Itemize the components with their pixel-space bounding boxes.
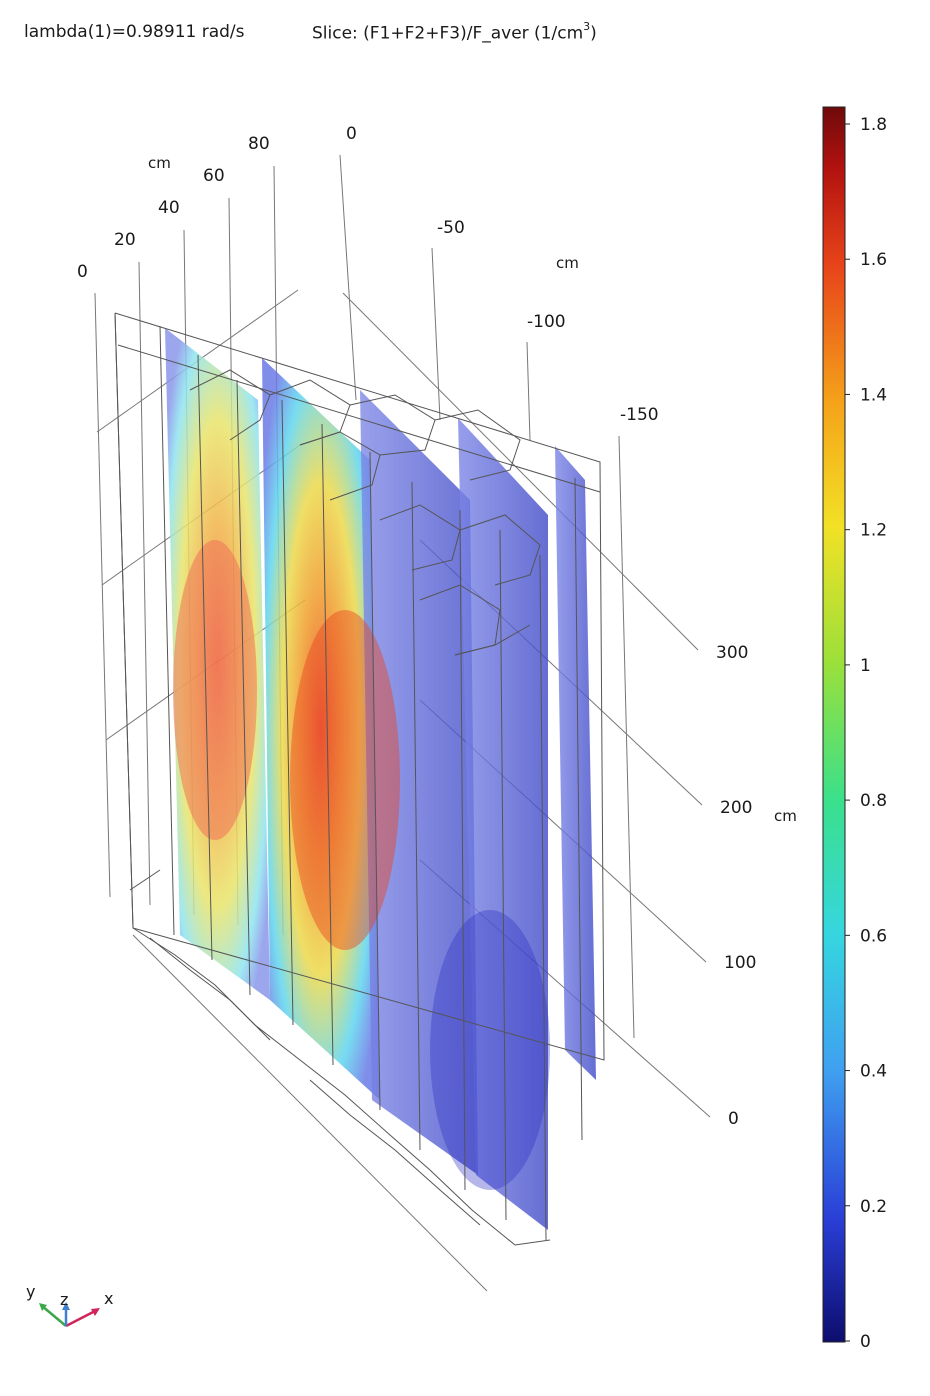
x-tick: 60 [203,166,225,186]
triad-x-arrow [65,1308,98,1328]
y-tick: -150 [620,405,659,425]
colorbar-tick-label: 1.6 [860,250,887,270]
coolspot-1 [430,910,550,1190]
colorbar-tick-label: 1 [860,656,871,676]
z-axis-unit: cm [774,807,797,825]
colorbar-tick-label: 1.4 [860,385,887,405]
slice-plane-5 [555,446,596,1080]
z-axis-ticks: 300 200 100 0 cm [716,643,797,1129]
z-tick: 0 [728,1109,739,1129]
colorbar-tick-label: 0 [860,1332,871,1352]
x-tick: 20 [114,230,136,250]
z-tick: 200 [720,798,752,818]
triad-x-label: x [104,1289,113,1308]
hotspot-1 [173,540,257,840]
hotspot-2 [290,610,400,950]
axis-triad: x y z [26,1282,113,1328]
y-tick: 0 [346,124,357,144]
colorbar-ticks: 1.8 1.6 1.4 1.2 1 0.8 0.6 0.4 0.2 0 [845,115,887,1352]
slice-expression-close: ) [590,23,597,44]
z-tick: 300 [716,643,748,663]
eigenvalue-label: lambda(1)=0.98911 rad/s [24,22,245,42]
colorbar-tick-label: 1.2 [860,521,887,541]
z-tick: 100 [724,953,756,973]
colorbar-tick-label: 0.8 [860,791,887,811]
slice-expression-label: Slice: (F1+F2+F3)/F_aver (1/cm3) [312,20,597,44]
y-tick: -50 [437,218,465,238]
colorbar-tick-label: 0.2 [860,1197,887,1217]
y-axis-ticks: 0 -50 -100 -150 cm [346,124,659,425]
slice-planes [165,328,596,1230]
hex-lattice-wireframe [114,312,605,1246]
colorbar-tick-label: 0.4 [860,1062,887,1082]
triad-z-label: z [60,1290,68,1309]
x-tick: 80 [248,134,270,154]
x-tick: 40 [158,198,180,218]
slice-expression-text: Slice: (F1+F2+F3)/F_aver (1/cm [312,23,584,44]
x-axis-ticks: 0 20 40 60 80 cm [77,134,270,282]
triad-y-label: y [26,1282,35,1301]
colorbar: 1.8 1.6 1.4 1.2 1 0.8 0.6 0.4 0.2 0 [822,106,887,1352]
colorbar-tick-label: 0.6 [860,926,887,946]
slice-plane-3 [360,390,478,1175]
colorbar-tick-label: 1.8 [860,115,887,135]
colorbar-bar [822,106,846,1343]
y-tick: -100 [527,312,566,332]
x-axis-unit: cm [148,154,171,172]
x-tick: 0 [77,262,88,282]
triad-y-arrow [41,1305,67,1327]
y-axis-unit: cm [556,254,579,272]
slice-expression-exponent: 3 [583,20,591,33]
